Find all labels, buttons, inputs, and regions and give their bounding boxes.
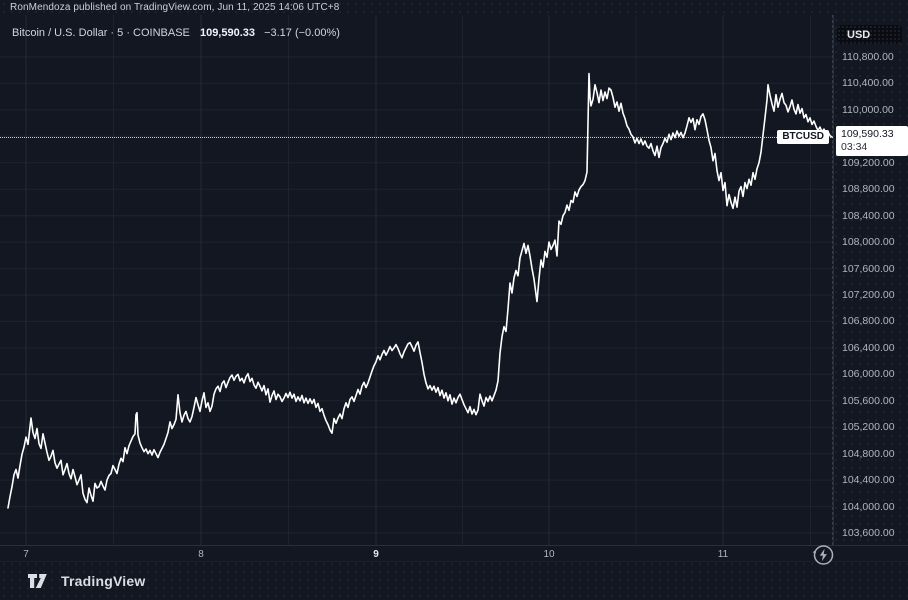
time-axis-label: 11 xyxy=(717,549,729,560)
price-line-chart[interactable] xyxy=(0,15,833,545)
last-price-box: 109,590.33 03:34 xyxy=(836,126,908,156)
time-axis-label: 7 xyxy=(23,549,29,560)
price-axis-label: 107,200.00 xyxy=(842,289,895,301)
last-price-box-value: 109,590.33 xyxy=(841,128,894,140)
price-axis-label: 103,600.00 xyxy=(842,527,895,539)
time-axis-label: 9 xyxy=(373,549,379,560)
current-price-line xyxy=(0,137,833,138)
price-change: −3.17 (−0.00%) xyxy=(264,27,340,39)
bar-countdown: 03:34 xyxy=(841,141,868,153)
scroll-to-recent-icon[interactable] xyxy=(810,542,836,568)
price-axis-label: 105,200.00 xyxy=(842,421,895,434)
time-axis-label: 8 xyxy=(198,549,204,560)
price-axis[interactable]: USD 110,800.00110,400.00110,000.00109,60… xyxy=(833,15,908,545)
price-axis-label: 105,600.00 xyxy=(842,394,895,407)
price-chart-plot[interactable]: Bitcoin / U.S. Dollar · 5 · COINBASE 109… xyxy=(0,15,834,565)
price-axis-label: 108,400.00 xyxy=(842,209,895,222)
footer: TradingView xyxy=(0,562,908,600)
currency-button[interactable]: USD xyxy=(837,25,902,44)
attribution-text: RonMendoza published on TradingView.com,… xyxy=(10,2,340,13)
price-axis-label: 110,800.00 xyxy=(842,51,894,63)
price-axis-label: 104,400.00 xyxy=(842,474,895,487)
price-axis-label: 108,800.00 xyxy=(842,183,895,196)
price-axis-label: 107,600.00 xyxy=(842,262,895,275)
price-axis-label: 104,000.00 xyxy=(842,500,895,513)
price-axis-label: 106,800.00 xyxy=(842,315,895,328)
price-axis-label: 106,000.00 xyxy=(842,368,895,381)
tradingview-brand-text[interactable]: TradingView xyxy=(61,573,146,589)
price-axis-label: 109,200.00 xyxy=(842,156,895,169)
tradingview-logo-icon[interactable] xyxy=(27,573,53,589)
time-axis-label: 10 xyxy=(543,549,555,560)
price-axis-label: 106,400.00 xyxy=(842,341,895,354)
chart-legend: Bitcoin / U.S. Dollar · 5 · COINBASE 109… xyxy=(12,27,340,39)
last-price-value: 109,590.33 xyxy=(199,27,256,39)
symbol-description: Bitcoin / U.S. Dollar · 5 · COINBASE xyxy=(12,27,190,39)
price-axis-label: 110,000.00 xyxy=(842,103,894,116)
price-axis-label: 104,800.00 xyxy=(842,447,895,460)
price-axis-label: 110,400.00 xyxy=(842,77,894,90)
time-axis[interactable]: 7 8 9 10 11 xyxy=(0,545,908,562)
price-axis-label: 108,000.00 xyxy=(842,236,895,249)
attribution-bar: RonMendoza published on TradingView.com,… xyxy=(0,0,908,15)
chart-widget: Bitcoin / U.S. Dollar · 5 · COINBASE 109… xyxy=(0,15,908,565)
symbol-badge: BTCUSD xyxy=(777,130,829,144)
